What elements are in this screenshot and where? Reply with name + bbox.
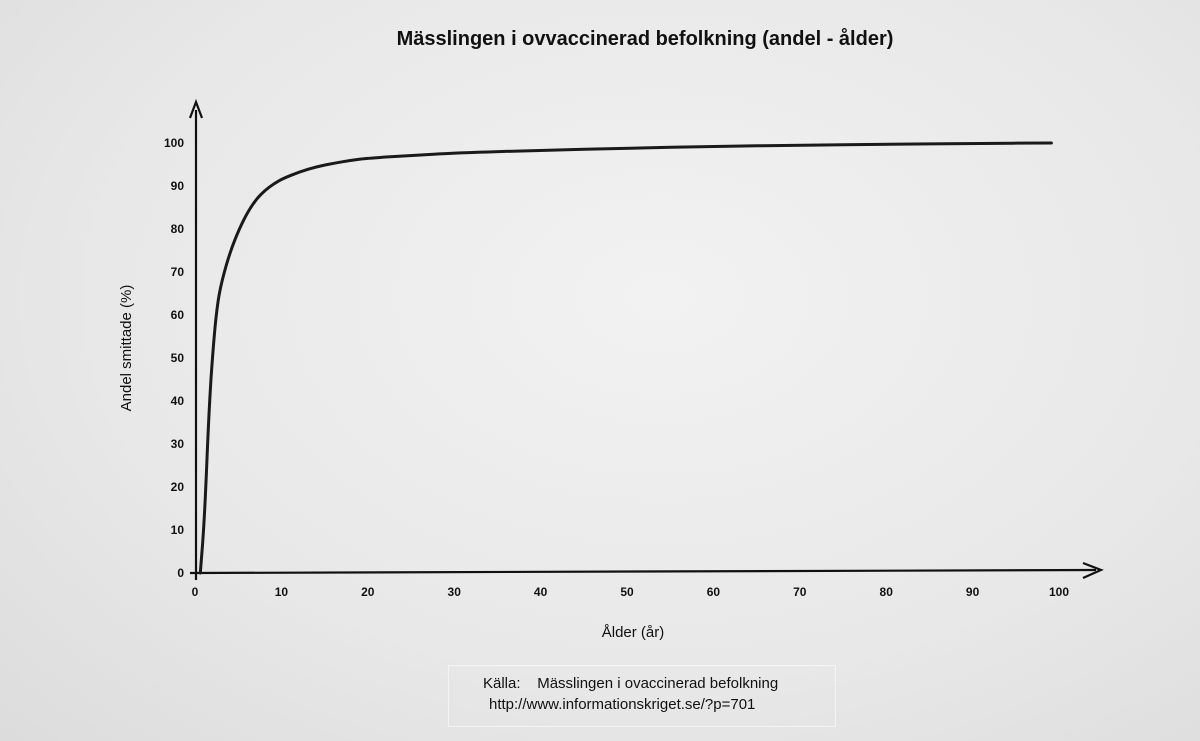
x-tick-label: 100: [1049, 585, 1069, 599]
y-tick-label: 0: [177, 566, 184, 580]
y-axis-arrow: [188, 98, 204, 119]
axes: [188, 98, 1104, 580]
series-line: [198, 141, 1053, 575]
y-tick-label: 100: [164, 136, 184, 150]
x-tick-label: 20: [361, 585, 375, 599]
y-tick-label: 50: [171, 351, 185, 365]
source-url: http://www.informationskriget.se/?p=701: [489, 696, 756, 713]
y-tick-label: 10: [171, 523, 185, 537]
y-tick-labels: 0 10 20 30 40 50 60 70 80 90 100: [164, 136, 184, 580]
y-tick-label: 70: [171, 265, 185, 279]
x-tick-label: 70: [793, 585, 807, 599]
y-tick-label: 20: [171, 480, 185, 494]
series-group: [198, 141, 1053, 575]
x-tick-label: 30: [448, 585, 462, 599]
x-tick-label: 10: [275, 585, 289, 599]
x-tick-label: 60: [707, 585, 721, 599]
x-tick-labels: 0 10 20 30 40 50 60 70 80 90 100: [192, 585, 1070, 599]
source-line: Källa: Mässlingen i ovaccinerad befolkni…: [483, 674, 778, 694]
x-tick-label: 90: [966, 585, 980, 599]
y-tick-label: 90: [171, 179, 185, 193]
y-tick-label: 30: [171, 437, 185, 451]
source-text: Mässlingen i ovaccinerad befolkning: [537, 675, 779, 692]
x-tick-label: 0: [192, 585, 199, 599]
x-tick-label: 40: [534, 585, 548, 599]
x-axis-arrow: [1082, 561, 1104, 580]
x-tick-label: 50: [620, 585, 634, 599]
y-tick-label: 60: [171, 308, 185, 322]
y-tick-label: 80: [171, 222, 185, 236]
source-box: Källa: Mässlingen i ovaccinerad befolkni…: [448, 665, 836, 727]
chart-title: Mässlingen i ovvaccinerad befolkning (an…: [396, 28, 894, 50]
source-label: Källa:: [483, 675, 521, 692]
x-axis-line: [189, 568, 1097, 575]
x-tick-label: 80: [880, 585, 894, 599]
x-axis-label: Ålder (år): [602, 624, 665, 641]
y-axis-label: Andel smittade (%): [118, 285, 135, 412]
y-tick-label: 40: [171, 394, 185, 408]
